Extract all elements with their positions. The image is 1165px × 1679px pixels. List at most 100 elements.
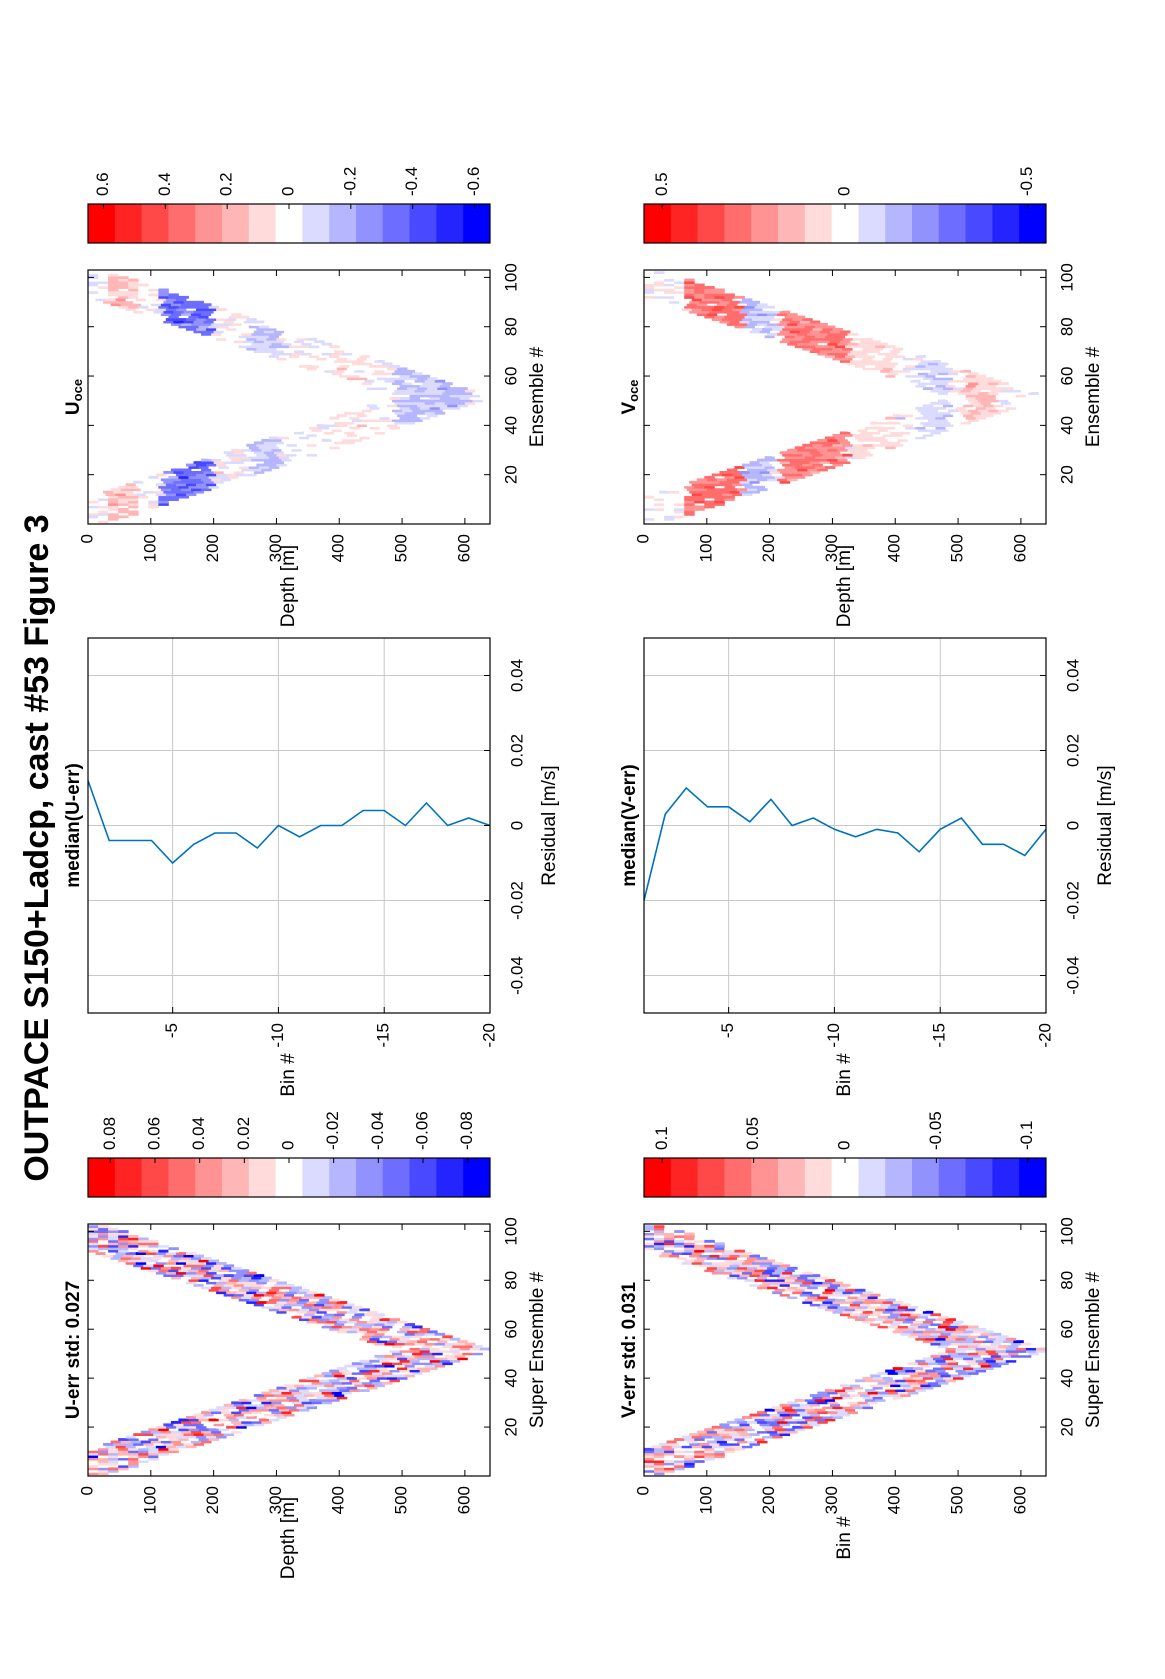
heatmap-cell <box>664 503 675 506</box>
heatmap-cell <box>927 382 939 386</box>
heatmap-cell <box>779 451 791 455</box>
heatmap-cell <box>248 1398 260 1402</box>
heatmap-cell <box>291 1315 302 1319</box>
heatmap-cell <box>143 310 154 314</box>
heatmap-cell <box>757 313 768 317</box>
heatmap-cell <box>915 384 926 388</box>
heatmap-cell <box>148 288 159 292</box>
heatmap-cell <box>407 377 418 381</box>
heatmap-cell <box>180 468 192 472</box>
heatmap-cell <box>211 1411 222 1415</box>
heatmap-cell <box>361 409 373 413</box>
heatmap-cell <box>734 475 745 479</box>
heatmap-cell <box>386 414 398 418</box>
heatmap-cell <box>138 1460 149 1463</box>
heatmap-cell <box>654 1450 665 1454</box>
heatmap-cell <box>1010 1342 1022 1346</box>
heatmap-cell <box>764 315 776 319</box>
heatmap-cell <box>882 1301 894 1304</box>
heatmap-cell <box>822 1291 833 1295</box>
heatmap-cell <box>238 1298 250 1302</box>
heatmap-cell <box>454 389 466 393</box>
heatmap-cell <box>283 451 295 455</box>
heatmap-cell <box>442 1345 453 1348</box>
heatmap-cell <box>704 475 715 479</box>
heatmap-cell <box>321 1381 333 1385</box>
heatmap-cell <box>922 1386 934 1390</box>
heatmap-cell <box>296 337 307 341</box>
heatmap-cell <box>681 1252 693 1255</box>
x-tick-label: 40 <box>1057 416 1076 435</box>
heatmap-cell <box>286 1291 297 1295</box>
heatmap-cell <box>108 507 119 511</box>
heatmap-cell <box>694 1460 705 1463</box>
heatmap-cell <box>306 443 318 447</box>
heatmap-cell <box>892 414 904 418</box>
heatmap-cell <box>283 330 295 334</box>
heatmap-cell <box>175 493 187 497</box>
heatmap-cell <box>900 1313 911 1317</box>
heatmap-cell <box>98 1239 109 1243</box>
heatmap-cell <box>299 456 310 460</box>
heatmap-cell <box>842 1291 853 1295</box>
heatmap-cell <box>381 1345 393 1348</box>
heatmap-cell <box>1025 1347 1037 1351</box>
colorbar-swatch <box>222 204 250 243</box>
heatmap-cell <box>940 1354 951 1358</box>
colorbar-swatch <box>751 1158 779 1197</box>
panel-title: Voce <box>619 379 641 414</box>
colorbar-swatch <box>912 204 940 243</box>
colorbar-swatch <box>195 204 223 243</box>
heatmap-cell <box>1005 1337 1017 1341</box>
heatmap-cell <box>301 1315 313 1319</box>
heatmap-cell <box>88 520 99 524</box>
heatmap-cell <box>704 1447 715 1451</box>
heatmap-cell <box>384 411 395 415</box>
heatmap-cell <box>98 1232 109 1236</box>
heatmap-cell <box>892 1310 904 1314</box>
heatmap-cell <box>301 1296 313 1300</box>
heatmap-cell <box>792 473 803 477</box>
heatmap-cell <box>479 394 491 398</box>
heatmap-cell <box>402 392 413 395</box>
heatmap-cell <box>968 419 979 423</box>
heatmap-cell <box>845 355 856 358</box>
heatmap-cell <box>427 387 438 391</box>
heatmap-cell <box>339 426 350 430</box>
heatmap-cell <box>188 1438 199 1441</box>
heatmap-cell <box>334 431 345 435</box>
heatmap-cell <box>324 360 335 363</box>
heatmap-cell <box>417 414 428 418</box>
heatmap-cell <box>251 323 262 326</box>
heatmap-cell <box>118 1249 129 1253</box>
heatmap-cell <box>834 1398 846 1402</box>
heatmap-cell <box>304 1313 315 1317</box>
heatmap-cell <box>917 382 929 386</box>
heatmap-cell <box>263 1293 275 1297</box>
heatmap-cell <box>1025 397 1037 400</box>
heatmap-cell <box>827 438 838 442</box>
heatmap-cell <box>948 1352 959 1356</box>
heatmap-cell <box>664 1460 675 1463</box>
heatmap-cell <box>902 424 914 427</box>
heatmap-cell <box>374 1342 385 1346</box>
heatmap-cell <box>226 463 237 467</box>
colorbar-swatch <box>670 1158 699 1197</box>
heatmap-cell <box>772 1435 783 1439</box>
heatmap-cell <box>744 475 755 479</box>
heatmap-cell <box>842 1406 853 1410</box>
heatmap-cell <box>689 1254 700 1258</box>
heatmap-cell <box>948 409 959 413</box>
heatmap-cell <box>228 1279 240 1282</box>
heatmap-cell <box>1025 1350 1037 1353</box>
heatmap-cell <box>892 1367 904 1370</box>
heatmap-cell <box>251 1276 262 1280</box>
heatmap-cell <box>108 288 119 292</box>
heatmap-cell <box>233 1274 245 1278</box>
heatmap-cell <box>153 300 164 304</box>
heatmap-cell <box>321 1391 333 1395</box>
heatmap-cell <box>366 357 378 361</box>
heatmap-cell <box>236 1406 247 1410</box>
panel-title: U-err std: 0.027 <box>63 1281 84 1419</box>
heatmap-cell <box>842 1396 853 1400</box>
